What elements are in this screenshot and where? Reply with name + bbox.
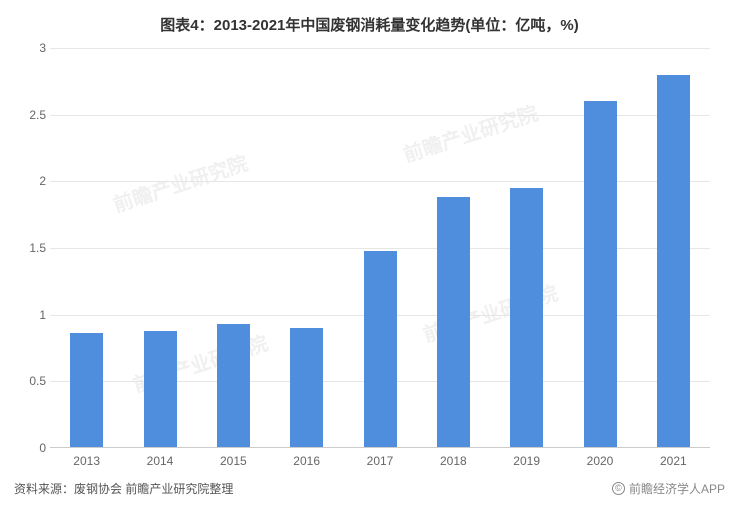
x-tick-label: 2018 [440,454,467,468]
credit-text: 前瞻经济学人APP [629,480,725,497]
chart-title: 图表4：2013-2021年中国废钢消耗量变化趋势(单位：亿吨，%) [0,0,739,41]
y-tick-label: 3 [12,41,46,55]
bars-container [50,48,710,448]
source-text: 资料来源：废钢协会 前瞻产业研究院整理 [14,480,233,497]
y-axis-labels: 00.511.522.53 [12,48,46,448]
x-axis-labels: 2013 2014 2015 2016 2017 2018 2019 2020 2021 [50,448,710,472]
bar [437,197,470,448]
plot-area: 前瞻产业研究院 前瞻产业研究院 前瞻产业研究院 前瞻产业研究院 00.511.5… [50,48,710,448]
x-tick-label: 2014 [147,454,174,468]
y-tick-label: 0 [12,441,46,455]
y-tick-label: 0.5 [12,374,46,388]
copyright-icon: © [612,482,625,495]
y-tick-label: 2.5 [12,108,46,122]
x-tick-label: 2019 [513,454,540,468]
y-tick-label: 2 [12,174,46,188]
bar [364,251,397,448]
credit-line: © 前瞻经济学人APP [612,480,725,497]
x-tick-label: 2013 [73,454,100,468]
bar [70,333,103,448]
y-tick-label: 1 [12,308,46,322]
y-tick-label: 1.5 [12,241,46,255]
bar [144,331,177,448]
x-tick-label: 2017 [367,454,394,468]
x-tick-label: 2021 [660,454,687,468]
bar [510,188,543,448]
x-tick-label: 2020 [587,454,614,468]
bar [290,328,323,448]
x-tick-label: 2016 [293,454,320,468]
bar [657,75,690,448]
bar [584,101,617,448]
x-tick-label: 2015 [220,454,247,468]
bar [217,324,250,448]
